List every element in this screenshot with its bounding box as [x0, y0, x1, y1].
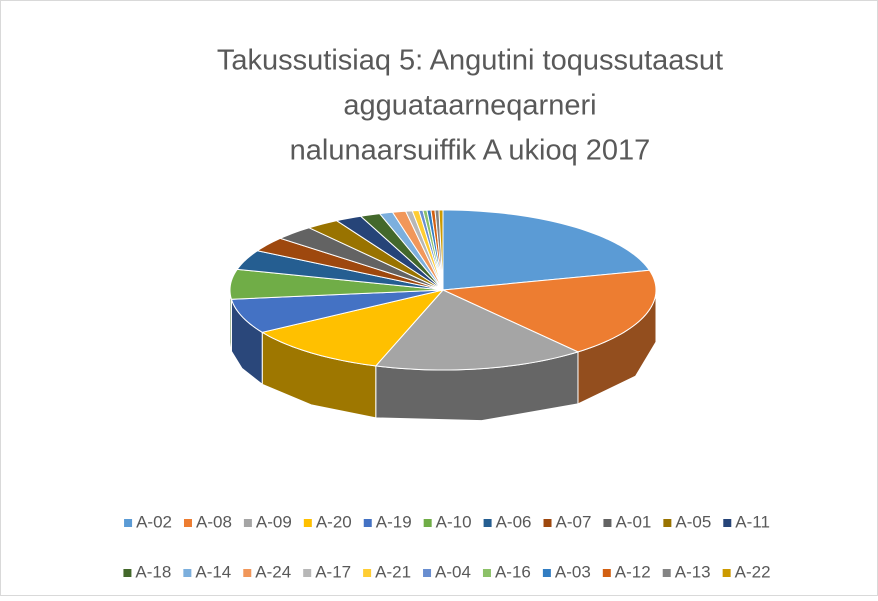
legend-label: A-13 [675, 562, 711, 581]
legend-label: A-03 [555, 562, 591, 581]
pie-slice [442, 209, 651, 291]
legend-swatch [483, 519, 492, 527]
title-line: agguataarneqarneri [343, 90, 596, 122]
legend-swatch [363, 519, 372, 527]
pie-slice [441, 269, 657, 353]
legend-label: A-04 [435, 562, 471, 581]
legend-label: A-17 [315, 562, 351, 581]
legend-label: A-24 [255, 562, 291, 581]
legend-swatch [602, 569, 611, 577]
legend-label: A-06 [496, 512, 532, 531]
legend-label: A-02 [136, 512, 172, 531]
legend-swatch [243, 519, 252, 527]
legend-swatch [363, 569, 372, 577]
legend-swatch [124, 519, 133, 527]
legend-label: A-07 [556, 512, 592, 531]
legend-swatch [723, 519, 732, 527]
legend-swatch [183, 519, 192, 527]
legend-label: A-16 [495, 562, 531, 581]
chart-title: Takussutisiaq 5: Angutini toqussutaasut a… [217, 45, 723, 167]
legend-label: A-01 [615, 512, 651, 531]
legend-swatch [423, 569, 432, 577]
pie-slice [438, 209, 444, 291]
title-line: Takussutisiaq 5: Angutini toqussutaasut [217, 45, 723, 77]
pie-slice [230, 289, 444, 333]
legend-label: A-19 [376, 512, 412, 531]
pie-tops [229, 209, 657, 371]
pie-slice [236, 250, 444, 291]
legend-label: A-18 [135, 562, 171, 581]
legend-row: A-18 A-14 A-24 A-17 A-21 A-04 A-16 A-03 A-12 A-13… [123, 562, 771, 581]
legend-swatch [303, 569, 312, 577]
legend-row: A-02 A-08 A-09 A-20 A-19 A-10 A-06 A-07 A-01 A-05… [124, 512, 770, 531]
legend-label: A-08 [196, 512, 232, 531]
pie-slice [256, 237, 444, 291]
legend-swatch [482, 569, 491, 577]
legend-swatch [183, 569, 192, 577]
pie-slice [260, 289, 445, 367]
legend-label: A-10 [436, 512, 472, 531]
legend-swatch [722, 569, 731, 577]
pie-slice [307, 220, 444, 291]
pie-slice [278, 227, 444, 291]
legend: A-02 A-08 A-09 A-20 A-19 A-10 A-06 A-07 A-01 A-05… [123, 512, 771, 581]
legend-swatch [663, 519, 672, 527]
pie-slice [229, 268, 444, 300]
legend-swatch [603, 519, 612, 527]
pie-slice [374, 289, 580, 371]
legend-label: A-22 [735, 562, 771, 581]
legend-label: A-14 [195, 562, 231, 581]
legend-swatch [423, 519, 432, 527]
pie-sides [229, 289, 657, 422]
legend-swatch [243, 569, 252, 577]
legend-label: A-09 [256, 512, 292, 531]
legend-label: A-05 [675, 512, 711, 531]
legend-swatch [662, 569, 671, 577]
legend-swatch [303, 519, 312, 527]
legend-label: A-21 [375, 562, 411, 581]
legend-label: A-11 [735, 512, 770, 531]
legend-label: A-12 [615, 562, 651, 581]
legend-swatch [123, 569, 132, 577]
legend-swatch [543, 519, 552, 527]
title-line: nalunaarsuiffik A ukioq 2017 [290, 135, 651, 167]
legend-swatch [542, 569, 551, 577]
pie-slice [335, 215, 444, 291]
legend-label: A-20 [316, 512, 352, 531]
